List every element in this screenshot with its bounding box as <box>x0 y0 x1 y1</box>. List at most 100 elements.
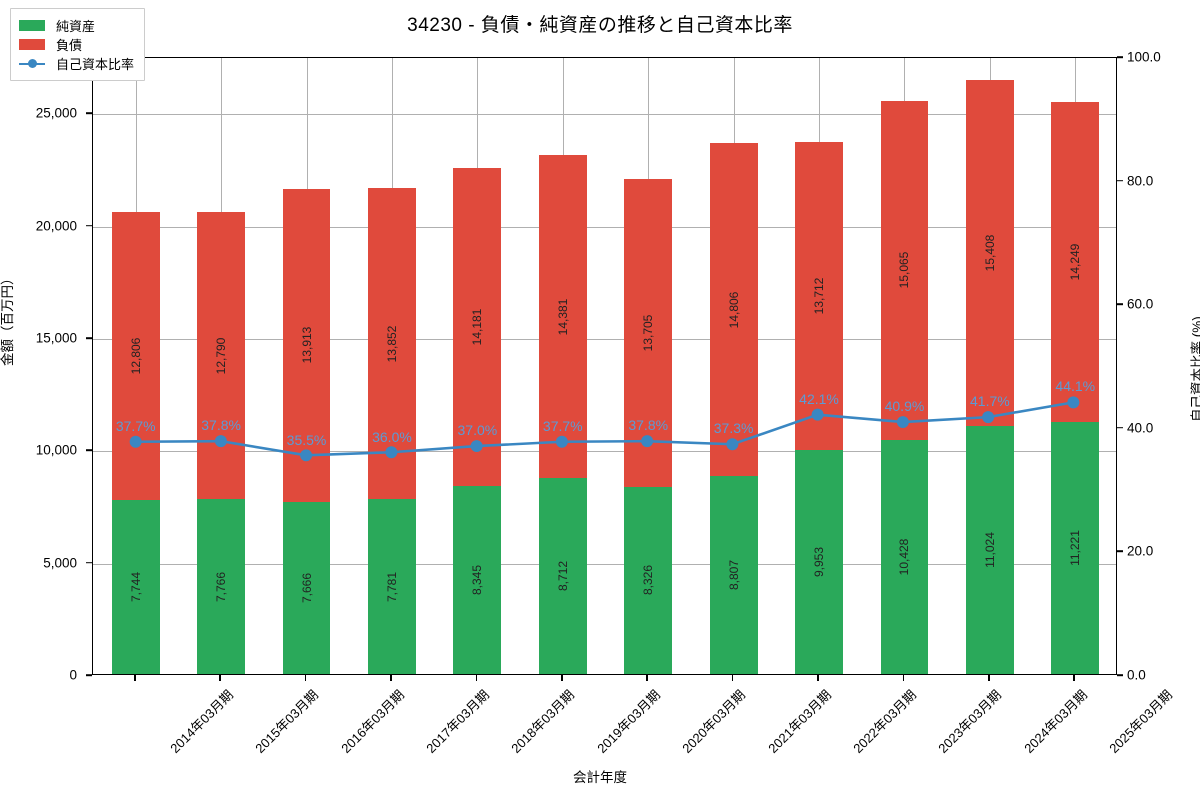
bar-stack[interactable]: 9,953 13,712 <box>795 142 843 674</box>
ratio-point-marker[interactable] <box>811 408 824 421</box>
y-tick-mark-left <box>86 449 92 452</box>
y-tick-mark-left <box>86 674 92 676</box>
bar-segment-liabilities[interactable]: 12,790 <box>197 212 246 500</box>
ratio-point-marker[interactable] <box>896 416 909 429</box>
bar-segment-equity[interactable]: 7,744 <box>111 499 160 674</box>
x-tick-label: 2015年03月期 <box>252 687 322 756</box>
x-tick-mark <box>902 675 905 681</box>
bar-segment-equity[interactable]: 10,428 <box>880 439 929 674</box>
ratio-point-marker[interactable] <box>300 449 313 462</box>
y-tick-mark-left <box>86 112 92 114</box>
ratio-value-label: 42.1% <box>799 390 839 407</box>
y-tick-mark-left <box>86 337 92 339</box>
bar-stack[interactable]: 8,712 14,381 <box>538 155 587 674</box>
x-tick-mark <box>731 675 734 681</box>
bar-segment-liabilities[interactable]: 14,249 <box>1051 101 1100 422</box>
ratio-point-marker[interactable] <box>385 446 398 459</box>
x-tick-label: 2021年03月期 <box>764 687 834 756</box>
x-tick-label: 2016年03月期 <box>337 687 407 756</box>
bar-segment-equity[interactable]: 9,953 <box>795 450 843 674</box>
ratio-value-label: 37.0% <box>457 422 498 439</box>
ratio-value-label: 44.1% <box>1055 378 1096 395</box>
x-tick-label: 2022年03月期 <box>850 687 920 756</box>
ratio-point-marker[interactable] <box>726 438 739 451</box>
y-tick-mark-left <box>86 224 92 227</box>
y-tick-label-right: 20.0 <box>1127 543 1154 559</box>
y-axis-label-right: 自己資本比率 (%) <box>1190 316 1200 422</box>
ratio-value-label: 36.0% <box>372 428 412 445</box>
bar-stack[interactable]: 7,781 13,852 <box>368 187 416 674</box>
bar-stack[interactable]: 7,766 12,790 <box>197 212 246 674</box>
y-tick-mark-right <box>1117 550 1123 553</box>
x-tick-label: 2025年03月期 <box>1106 687 1176 756</box>
x-tick-label: 2017年03月期 <box>423 687 493 756</box>
bar-stack[interactable]: 10,428 15,065 <box>880 101 929 674</box>
bar-segment-liabilities[interactable]: 14,181 <box>453 167 502 487</box>
gridline-horizontal <box>93 563 1116 565</box>
bar-stack[interactable]: 7,744 12,806 <box>111 212 160 674</box>
y-tick-label-right: 100.0 <box>1127 49 1161 65</box>
bar-segment-liabilities[interactable]: 14,381 <box>538 155 587 479</box>
legend-line-equity-ratio <box>19 58 45 69</box>
x-tick-mark <box>817 675 819 681</box>
bar-segment-liabilities[interactable]: 15,065 <box>880 101 929 440</box>
bar-stack[interactable]: 8,345 14,181 <box>453 167 502 674</box>
legend-swatch-liabilities <box>19 39 45 50</box>
y-tick-mark-right <box>1117 179 1123 182</box>
ratio-value-label: 37.8% <box>628 417 669 434</box>
ratio-value-label: 37.7% <box>542 418 583 434</box>
x-tick-label: 2023年03月期 <box>935 687 1005 756</box>
x-tick-label: 2019年03月期 <box>594 687 663 756</box>
x-tick-label: 2018年03月期 <box>508 687 578 756</box>
bar-segment-equity[interactable]: 7,781 <box>368 499 416 674</box>
y-tick-label-left: 25,000 <box>35 105 77 121</box>
bar-segment-equity[interactable]: 7,666 <box>282 501 331 674</box>
bar-segment-equity[interactable]: 7,766 <box>197 499 246 674</box>
y-axis-label-left: 金額（百万円） <box>0 271 15 367</box>
bar-segment-liabilities[interactable]: 15,408 <box>965 80 1014 427</box>
y-tick-label-left: 20,000 <box>35 218 77 234</box>
x-axis-label: 会計年度 <box>573 770 627 785</box>
ratio-point-marker[interactable] <box>982 411 995 424</box>
gridline-horizontal <box>93 451 1116 453</box>
x-tick-mark <box>646 675 648 681</box>
bar-segment-equity[interactable]: 11,024 <box>965 426 1014 674</box>
legend-label-equity: 純資産 <box>56 19 96 34</box>
x-tick-label: 2024年03月期 <box>1021 687 1090 756</box>
bar-segment-liabilities[interactable]: 13,712 <box>795 142 843 451</box>
chart-title: 34230 - 負債・純資産の推移と自己資本比率 <box>407 15 793 36</box>
legend-item-equity-ratio: 自己資本比率 <box>19 54 134 73</box>
ratio-point-marker[interactable] <box>129 435 142 448</box>
ratio-point-marker[interactable] <box>214 435 227 448</box>
bar-segment-liabilities[interactable]: 14,806 <box>709 143 758 477</box>
y-tick-mark-left <box>86 561 92 564</box>
bar-segment-equity[interactable]: 8,712 <box>538 478 587 674</box>
x-tick-mark <box>475 675 478 681</box>
x-tick-mark <box>390 675 392 681</box>
y-tick-label-left: 15,000 <box>35 330 77 346</box>
x-tick-mark <box>1073 675 1076 681</box>
chart-legend: 純資産 負債 自己資本比率 <box>10 8 146 81</box>
bar-stack[interactable]: 8,807 14,806 <box>709 143 758 674</box>
legend-label-liabilities: 負債 <box>56 38 83 53</box>
bar-segment-liabilities[interactable]: 12,806 <box>111 212 160 500</box>
legend-label-equity-ratio: 自己資本比率 <box>56 57 135 72</box>
bar-stack[interactable]: 11,221 14,249 <box>1051 101 1100 674</box>
bar-segment-equity[interactable]: 8,345 <box>453 486 502 674</box>
ratio-point-marker[interactable] <box>470 440 483 453</box>
bar-segment-equity[interactable]: 11,221 <box>1051 421 1100 674</box>
x-tick-label: 2020年03月期 <box>679 687 749 756</box>
x-tick-label: 2014年03月期 <box>166 687 236 756</box>
ratio-point-marker[interactable] <box>555 435 568 448</box>
ratio-line-series <box>129 396 1080 462</box>
ratio-polyline <box>135 401 1074 457</box>
bar-stack[interactable]: 11,024 15,408 <box>965 80 1014 674</box>
gridline-horizontal <box>93 114 1116 116</box>
ratio-point-marker[interactable] <box>1067 396 1080 409</box>
ratio-value-label: 37.3% <box>713 420 754 437</box>
bar-segment-equity[interactable]: 8,326 <box>624 486 673 674</box>
bar-segment-equity[interactable]: 8,807 <box>709 476 758 674</box>
y-tick-label-right: 40.0 <box>1127 420 1154 436</box>
ratio-point-marker[interactable] <box>641 435 654 448</box>
y-tick-mark-right <box>1117 56 1123 58</box>
